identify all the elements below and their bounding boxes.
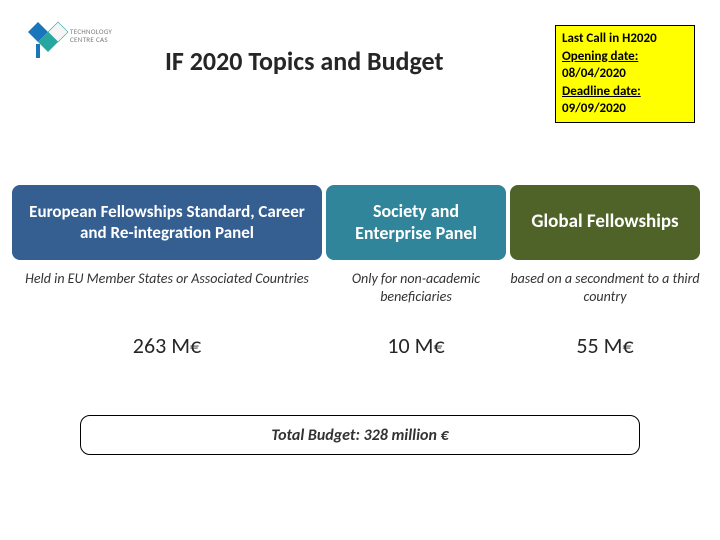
amount-row: 263 M€ 10 M€ 55 M€	[12, 332, 708, 359]
panel-european-fellowships: European Fellowships Standard, Career an…	[12, 185, 322, 260]
logo-text: TECHNOLOGY CENTRE CAS	[70, 28, 112, 43]
call-line1: Last Call in H2020	[562, 30, 688, 48]
panel-row: European Fellowships Standard, Career an…	[12, 185, 708, 260]
sub-society: Only for non-academic beneficiaries	[326, 270, 506, 305]
panel-society-enterprise: Society and Enterprise Panel	[326, 185, 506, 260]
subtitle-row: Held in EU Member States or Associated C…	[12, 270, 708, 305]
deadline-date: 09/09/2020	[562, 100, 688, 118]
opening-date: 08/04/2020	[562, 65, 688, 83]
amount-global: 55 M€	[510, 332, 700, 359]
logo-line2: CENTRE CAS	[70, 36, 112, 44]
amount-european: 263 M€	[12, 332, 322, 359]
page-title: IF 2020 Topics and Budget	[165, 45, 443, 77]
opening-label: Opening date:	[562, 49, 638, 64]
amount-society: 10 M€	[326, 332, 506, 359]
panel-global-fellowships: Global Fellowships	[510, 185, 700, 260]
total-budget-box: Total Budget: 328 million €	[80, 415, 640, 455]
total-budget-text: Total Budget: 328 million €	[271, 426, 448, 445]
deadline-label: Deadline date:	[562, 84, 641, 99]
call-info-box: Last Call in H2020 Opening date: 08/04/2…	[555, 25, 695, 123]
sub-global: based on a secondment to a third country	[510, 270, 700, 305]
sub-european: Held in EU Member States or Associated C…	[12, 270, 322, 305]
